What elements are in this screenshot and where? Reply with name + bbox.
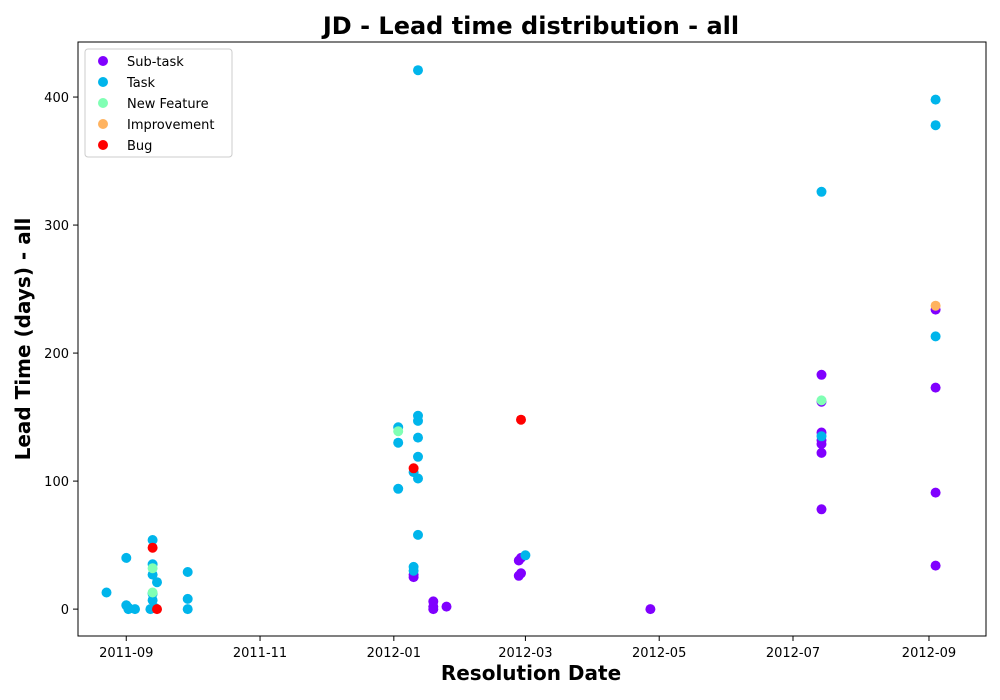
x-tick-label: 2011-11 bbox=[233, 646, 287, 661]
x-tick-label: 2012-03 bbox=[498, 646, 552, 661]
series-improvement bbox=[930, 300, 941, 311]
data-point bbox=[930, 487, 941, 498]
data-point bbox=[516, 568, 526, 579]
data-point bbox=[413, 410, 423, 421]
data-point bbox=[930, 560, 941, 571]
data-point bbox=[413, 473, 423, 484]
y-tick-label: 300 bbox=[44, 219, 69, 234]
legend-item: Bug bbox=[98, 139, 152, 154]
data-point bbox=[408, 561, 419, 572]
data-point bbox=[182, 604, 193, 615]
x-tick-label: 2012-07 bbox=[766, 646, 820, 661]
data-point bbox=[930, 331, 941, 342]
data-point bbox=[816, 447, 827, 458]
data-point bbox=[930, 94, 941, 105]
x-axis-label: Resolution Date bbox=[441, 661, 621, 685]
plot-area bbox=[101, 65, 941, 615]
series-new-feature bbox=[147, 395, 827, 598]
data-point bbox=[393, 437, 404, 448]
y-tick-label: 100 bbox=[44, 475, 69, 490]
x-tick-label: 2012-09 bbox=[902, 646, 956, 661]
legend-marker bbox=[98, 98, 108, 108]
data-point bbox=[816, 504, 827, 515]
data-point bbox=[930, 300, 941, 311]
chart-title: JD - Lead time distribution - all bbox=[321, 12, 739, 40]
data-point bbox=[816, 431, 827, 442]
data-point bbox=[930, 382, 941, 393]
data-point bbox=[182, 593, 193, 604]
data-point bbox=[441, 601, 452, 612]
x-tick-label: 2012-01 bbox=[367, 646, 421, 661]
data-point bbox=[182, 567, 193, 577]
legend-item: Sub-task bbox=[98, 55, 184, 70]
legend-label: New Feature bbox=[127, 97, 209, 112]
data-point bbox=[121, 552, 132, 563]
data-point bbox=[413, 451, 423, 462]
data-point bbox=[520, 550, 531, 561]
legend-label: Improvement bbox=[127, 118, 214, 133]
legend: Sub-task Task New Feature Improvement Bug bbox=[84, 48, 233, 158]
legend-box bbox=[84, 48, 233, 158]
legend-marker bbox=[98, 140, 108, 150]
data-point bbox=[130, 604, 140, 615]
data-point bbox=[930, 120, 941, 131]
data-point bbox=[147, 535, 158, 545]
data-point bbox=[101, 587, 112, 598]
legend-item: Improvement bbox=[98, 118, 214, 133]
data-point bbox=[393, 426, 404, 437]
data-point bbox=[816, 395, 827, 406]
data-point bbox=[413, 529, 423, 540]
data-point bbox=[816, 186, 827, 197]
y-axis-label: Lead Time (days) - all bbox=[11, 218, 35, 461]
x-tick-label: 2011-09 bbox=[99, 646, 153, 661]
data-point bbox=[147, 587, 158, 598]
data-point bbox=[413, 65, 423, 76]
data-point bbox=[413, 432, 423, 443]
y-tick-label: 0 bbox=[61, 603, 69, 618]
data-point bbox=[428, 596, 439, 607]
data-point bbox=[393, 483, 404, 494]
data-point bbox=[152, 577, 162, 588]
legend-marker bbox=[98, 56, 108, 66]
x-tick-label: 2012-05 bbox=[632, 646, 686, 661]
data-point bbox=[147, 563, 158, 574]
y-tick-label: 400 bbox=[44, 91, 69, 106]
legend-item: New Feature bbox=[98, 97, 209, 112]
plot-frame bbox=[77, 41, 987, 637]
series-bug bbox=[147, 414, 526, 615]
data-point bbox=[152, 604, 162, 615]
data-point bbox=[516, 414, 526, 425]
y-axis: 0 100 200 300 400 bbox=[44, 91, 78, 618]
series-sub-task bbox=[408, 304, 941, 615]
y-tick-label: 200 bbox=[44, 347, 69, 362]
legend-label: Task bbox=[126, 76, 156, 91]
legend-label: Bug bbox=[127, 139, 152, 154]
legend-item: Task bbox=[98, 76, 156, 91]
legend-marker bbox=[98, 119, 108, 129]
data-point bbox=[816, 369, 827, 380]
data-point bbox=[147, 542, 158, 553]
x-axis: 2011-09 2011-11 2012-01 2012-03 2012-05 2012-… bbox=[99, 636, 956, 661]
legend-marker bbox=[98, 77, 108, 87]
data-point bbox=[408, 463, 419, 474]
data-point bbox=[645, 604, 656, 615]
legend-label: Sub-task bbox=[127, 55, 184, 70]
